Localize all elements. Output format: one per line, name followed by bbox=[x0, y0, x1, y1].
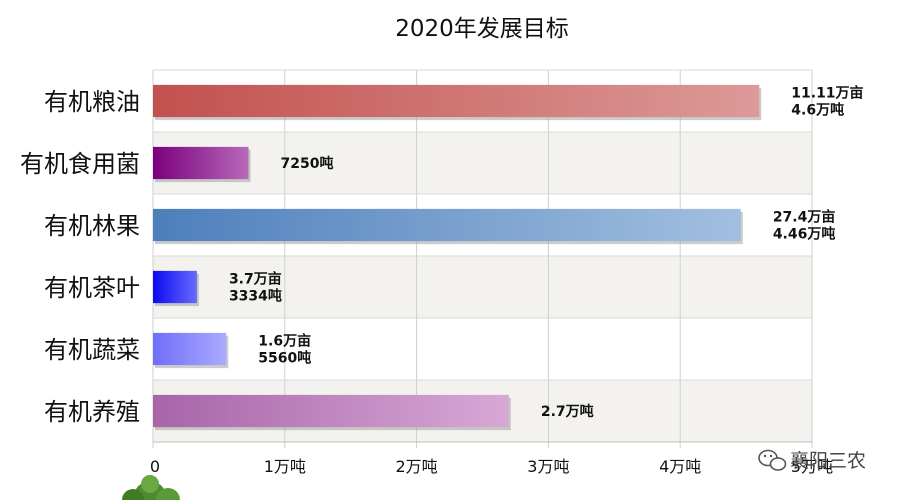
wechat-icon bbox=[758, 449, 787, 471]
data-label: 27.4万亩 bbox=[773, 209, 836, 226]
data-label: 4.46万吨 bbox=[773, 226, 836, 243]
bar bbox=[153, 332, 227, 366]
data-label: 11.11万亩 bbox=[791, 85, 863, 102]
watermark: 襄阳三农 bbox=[758, 449, 866, 472]
plot-band bbox=[153, 256, 812, 318]
x-tick-labels: 0 1万吨 2万吨 3万吨 4万吨 5万吨 bbox=[150, 457, 833, 476]
x-tick-label: 3万吨 bbox=[527, 457, 569, 476]
chart-title: 2020年发展目标 bbox=[395, 16, 569, 42]
category-label: 有机林果 bbox=[44, 212, 140, 240]
bar bbox=[153, 146, 249, 180]
bar bbox=[153, 208, 741, 242]
data-label: 1.6万亩 bbox=[258, 333, 311, 350]
data-label: 5560吨 bbox=[258, 350, 311, 367]
data-label: 2.7万吨 bbox=[541, 403, 594, 420]
data-label: 3334吨 bbox=[229, 288, 282, 305]
data-label: 3.7万亩 bbox=[229, 271, 282, 288]
x-tick-label: 5万吨 bbox=[791, 457, 833, 476]
bars bbox=[153, 84, 762, 431]
x-tick-label: 2万吨 bbox=[396, 457, 438, 476]
bar bbox=[153, 84, 760, 118]
category-label: 有机食用菌 bbox=[20, 150, 140, 178]
tree-icon bbox=[122, 475, 180, 500]
category-label: 有机粮油 bbox=[44, 88, 140, 116]
x-tick-label: 1万吨 bbox=[264, 457, 306, 476]
category-label: 有机茶叶 bbox=[44, 274, 140, 302]
category-label: 有机养殖 bbox=[44, 398, 140, 426]
data-label: 4.6万吨 bbox=[791, 102, 844, 119]
watermark-text: 襄阳三农 bbox=[790, 450, 866, 472]
gridlines bbox=[152, 69, 813, 448]
category-label: 有机蔬菜 bbox=[44, 336, 140, 364]
x-tick-label: 4万吨 bbox=[659, 457, 701, 476]
plot-band bbox=[153, 318, 812, 380]
plot-band bbox=[153, 132, 812, 194]
bar bbox=[153, 394, 509, 428]
bar bbox=[153, 270, 197, 304]
data-label: 7250吨 bbox=[281, 155, 334, 172]
x-tick-label: 0 bbox=[150, 457, 160, 476]
